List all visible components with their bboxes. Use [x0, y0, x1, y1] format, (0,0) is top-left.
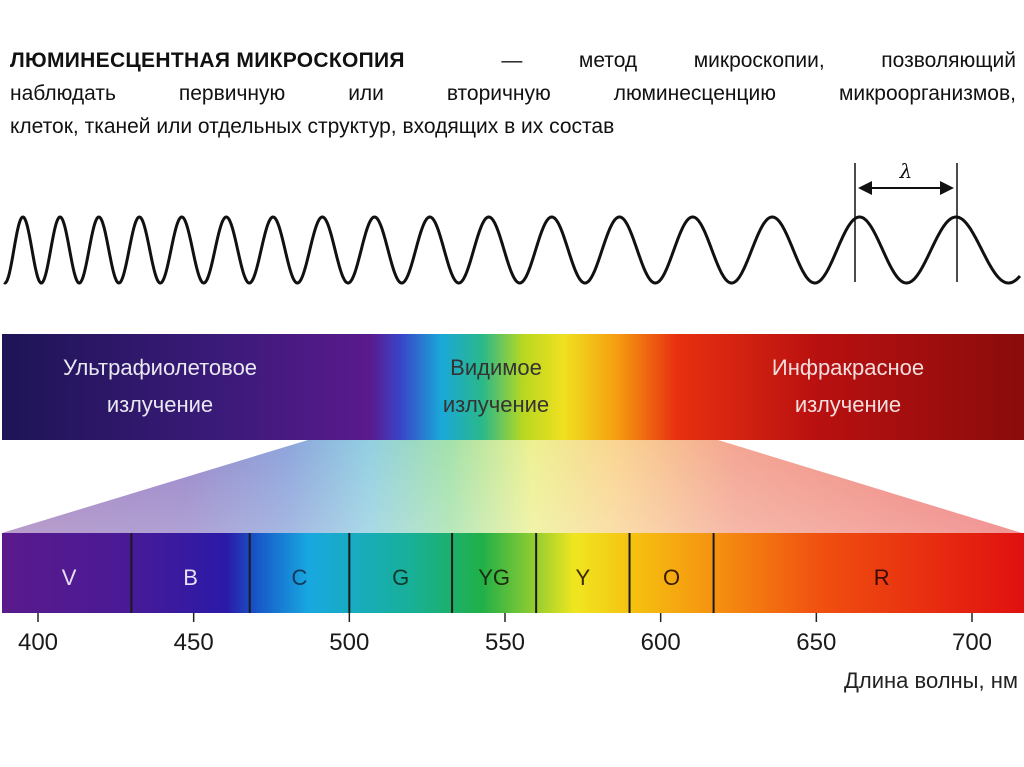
segment-label-b: B [183, 565, 198, 590]
intro-word: вторичную [446, 82, 551, 105]
color-segment-bar [2, 533, 1024, 613]
intro-word: люминесценцию [613, 82, 777, 105]
segment-label-v: V [62, 565, 77, 590]
axis-tick-label: 650 [796, 629, 836, 656]
intro-text: ЛЮМИНЕСЦЕНТНАЯ МИКРОСКОПИЯ — метод микро… [10, 44, 1016, 143]
lambda-arrow [858, 181, 954, 195]
segment-label-y: Y [575, 565, 590, 590]
band-uv-line2: излучение [107, 392, 213, 417]
axis-tick-label: 550 [485, 629, 525, 656]
band-visible: Видимое излучение [443, 355, 549, 417]
intro-word: или [348, 82, 384, 105]
axis-title: Длина волны, нм [844, 668, 1018, 693]
segment-dividers [130, 533, 715, 613]
intro-word: микроскопии, [693, 49, 825, 72]
expansion-fade [2, 440, 1022, 533]
intro-word: микроорганизмов, [838, 82, 1016, 105]
axis-tick-label: 600 [641, 629, 681, 656]
segment-label-yg: YG [478, 565, 510, 590]
lambda-label: λ [899, 159, 913, 183]
intro-line-3: клеток, тканей или отдельных структур, в… [10, 110, 1016, 143]
intro-line-1: ЛЮМИНЕСЦЕНТНАЯ МИКРОСКОПИЯ — метод микро… [10, 44, 1016, 77]
wave-line [3, 215, 1022, 285]
intro-word: первичную [178, 82, 286, 105]
intro-word: наблюдать [10, 82, 116, 105]
intro-word: — [501, 49, 523, 72]
radiation-band [2, 334, 1024, 440]
axis-tick-label: 500 [329, 629, 369, 656]
term-title: ЛЮМИНЕСЦЕНТНАЯ МИКРОСКОПИЯ [10, 49, 405, 72]
segment-label-r: R [874, 565, 890, 590]
intro-word: метод [578, 49, 638, 72]
segment-label-c: C [292, 565, 308, 590]
axis-tick-label: 450 [174, 629, 214, 656]
band-uv: Ультрафиолетовое излучение [63, 355, 257, 417]
segment-label-o: O [663, 565, 680, 590]
band-visible-line1: Видимое [450, 355, 542, 380]
segment-label-g: G [392, 565, 409, 590]
band-ir: Инфракрасное излучение [772, 355, 924, 417]
axis-tick-label: 700 [952, 629, 992, 656]
segment-labels: V B C G YG Y O R [62, 565, 890, 590]
intro-line-2: наблюдать первичную или вторичную люмине… [10, 77, 1016, 110]
intro-word: клеток, тканей или отдельных структур, в… [10, 115, 615, 138]
axis-tick-label: 400 [18, 629, 58, 656]
band-ir-line1: Инфракрасное [772, 355, 924, 380]
band-visible-line2: излучение [443, 392, 549, 417]
wavelength-axis: 400 450 500 550 600 650 700 [18, 613, 992, 656]
band-ir-line2: излучение [795, 392, 901, 417]
intro-word: позволяющий [881, 49, 1016, 72]
band-uv-line1: Ультрафиолетовое [63, 355, 257, 380]
